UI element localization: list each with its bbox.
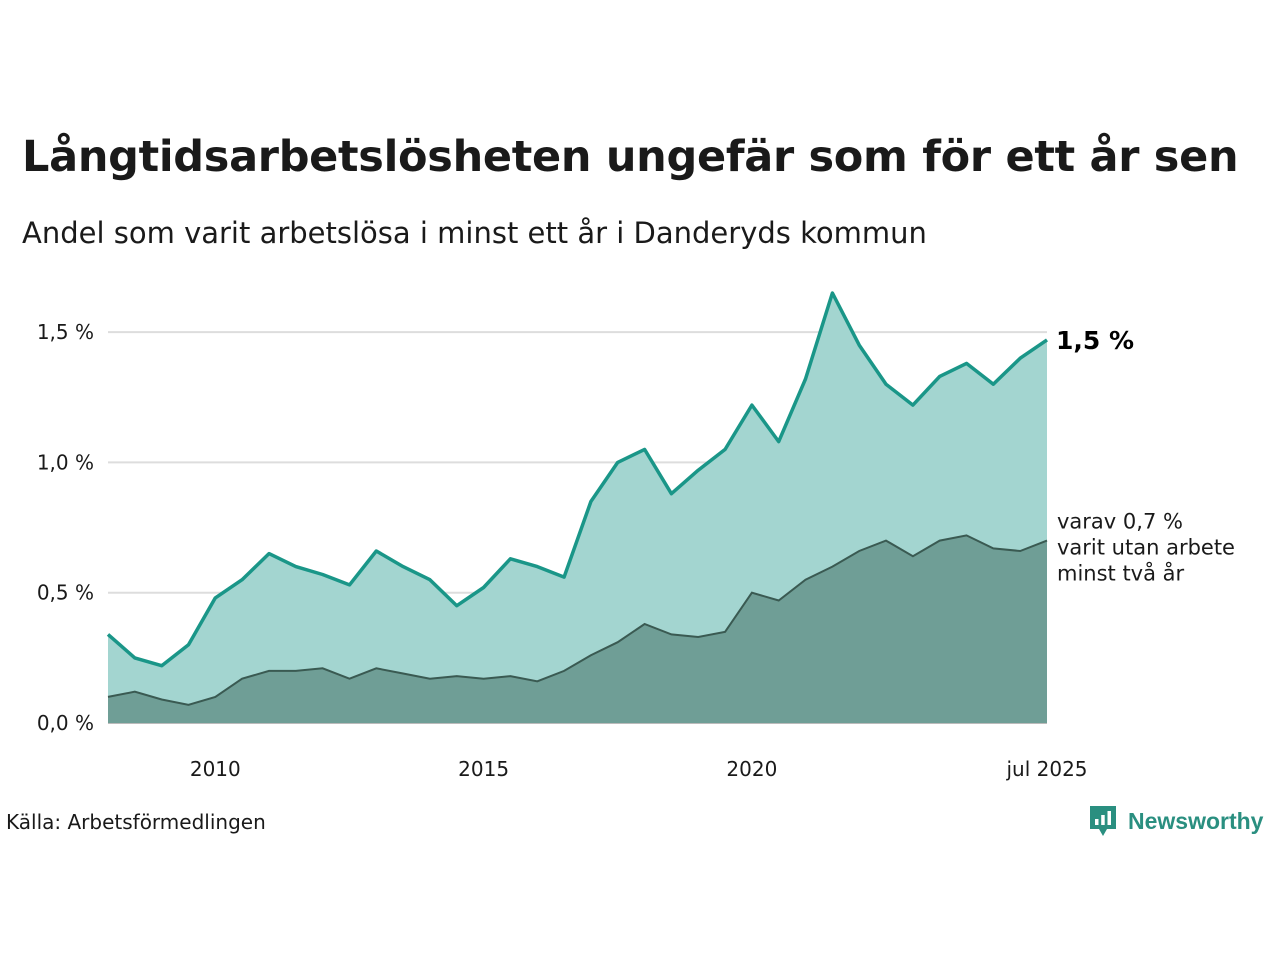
brand-name: Newsworthy xyxy=(1128,807,1264,834)
x-tick-label: jul 2025 xyxy=(1005,757,1087,781)
annotation-line: varav 0,7 % xyxy=(1057,510,1183,534)
y-tick-label: 1,5 % xyxy=(37,320,94,344)
end-value-label: 1,5 % xyxy=(1056,326,1134,355)
chart-subtitle: Andel som varit arbetslösa i minst ett å… xyxy=(22,216,927,250)
brand-logo: Newsworthy xyxy=(1088,804,1263,838)
newsworthy-logo-icon xyxy=(1090,806,1116,836)
annotation-line: varit utan arbete xyxy=(1057,536,1235,560)
y-axis-ticks: 0,0 % 0,5 % 1,0 % 1,5 % xyxy=(37,320,94,735)
x-axis-ticks: 2010 2015 2020 jul 2025 xyxy=(190,757,1088,781)
two-year-annotation: varav 0,7 % varit utan arbete minst två … xyxy=(1057,510,1242,586)
y-tick-label: 1,0 % xyxy=(37,450,94,474)
chart-title: Långtidsarbetslösheten ungefär som för e… xyxy=(22,132,1239,182)
x-tick-label: 2015 xyxy=(458,757,509,781)
y-tick-label: 0,0 % xyxy=(37,711,94,735)
two-year-line xyxy=(107,534,1048,706)
y-tick-label: 0,5 % xyxy=(37,581,94,605)
long-term-line xyxy=(106,291,1048,668)
source-note: Källa: Arbetsförmedlingen xyxy=(6,810,266,834)
x-tick-label: 2020 xyxy=(726,757,777,781)
annotation-line: minst två år xyxy=(1057,561,1185,586)
x-tick-label: 2010 xyxy=(190,757,241,781)
